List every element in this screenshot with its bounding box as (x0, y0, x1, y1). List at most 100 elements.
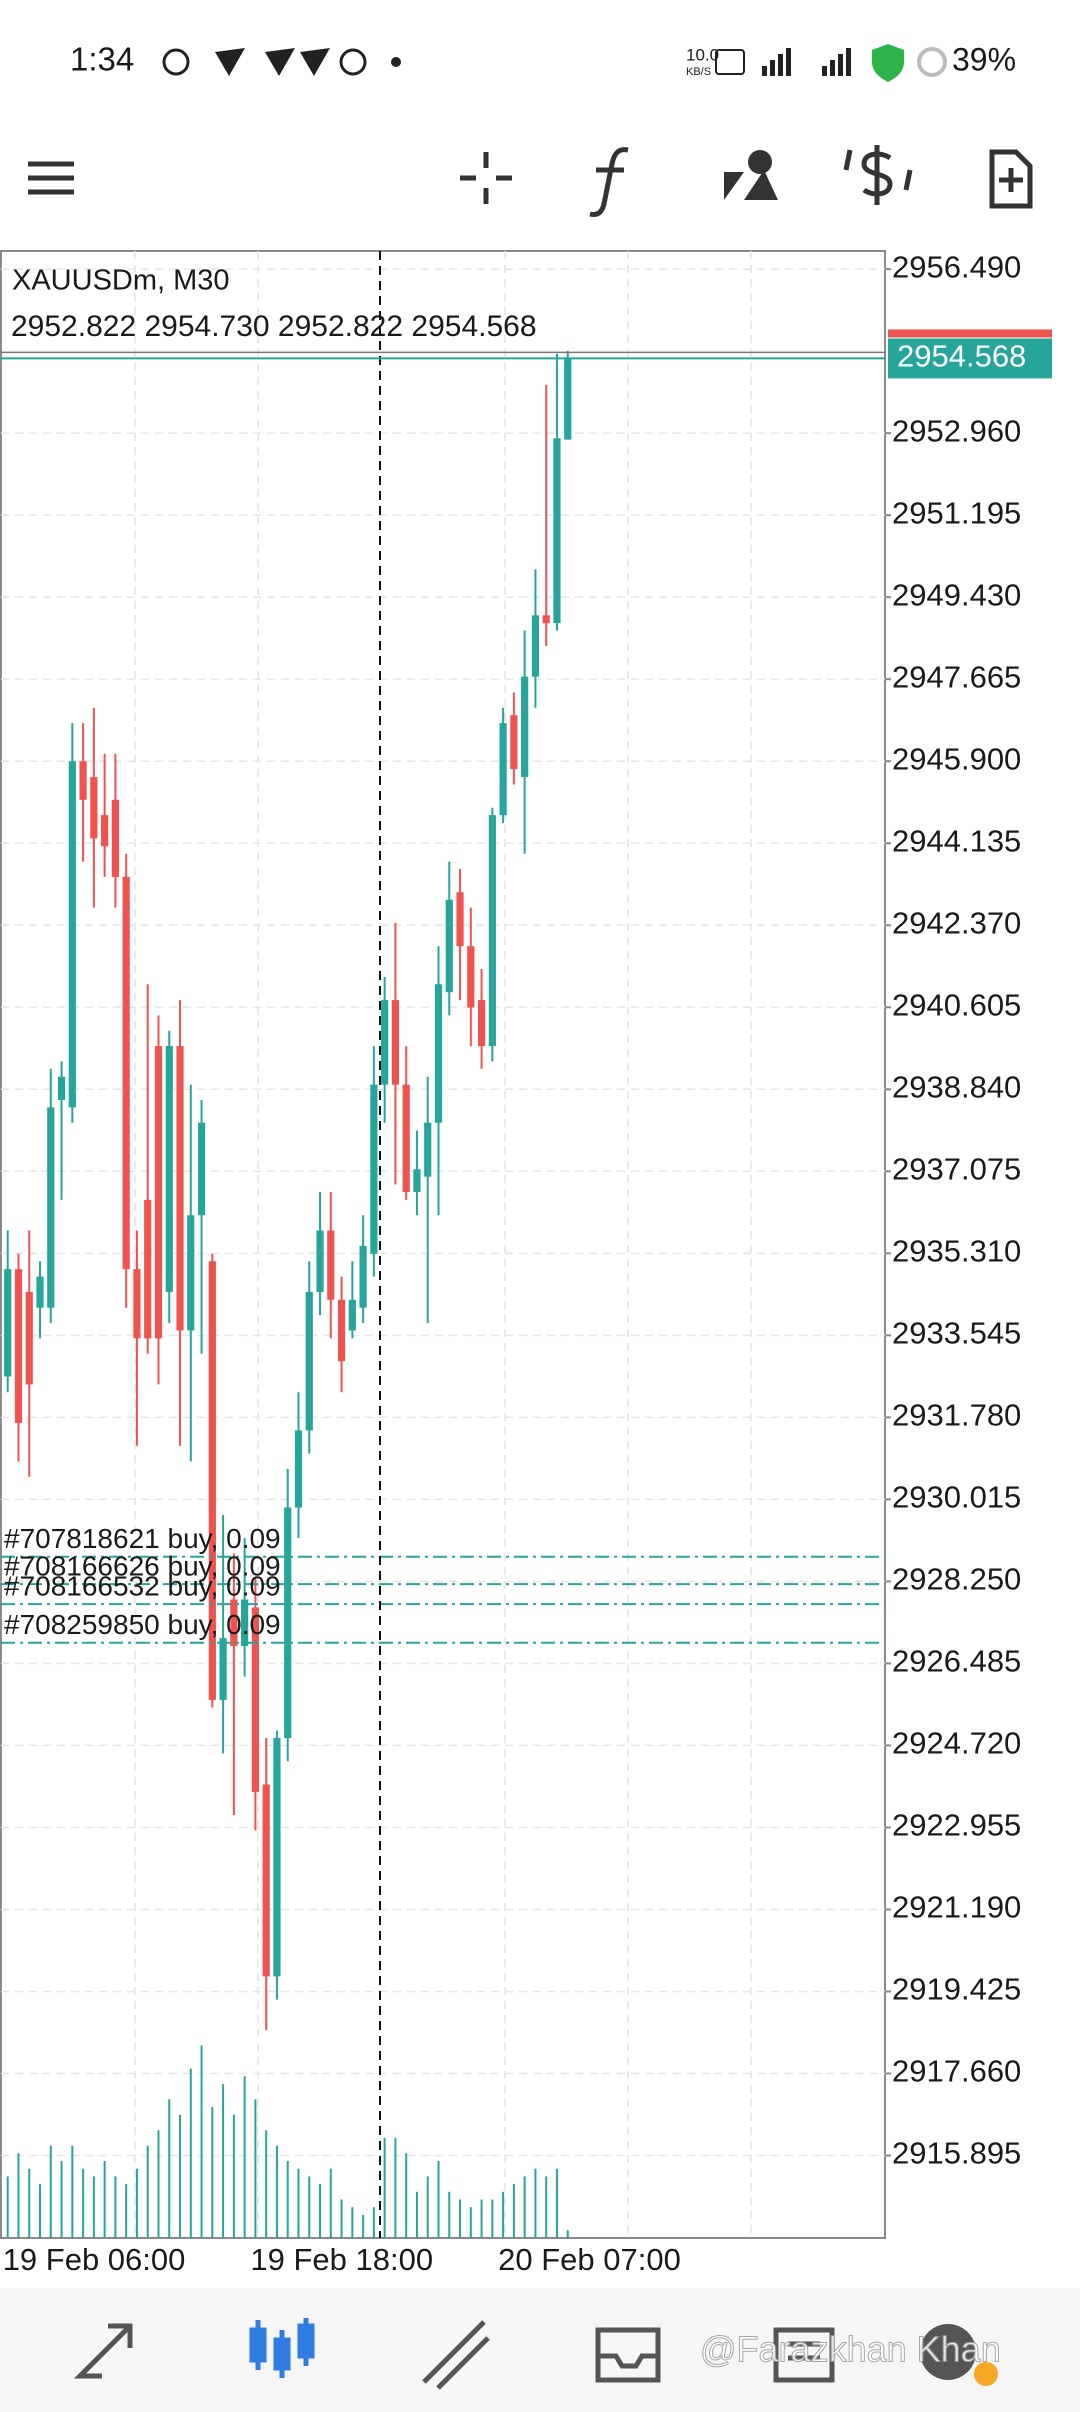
y-tick-label: 2956.490 (892, 249, 1021, 284)
order-label: #708259850 buy, 0.09 (4, 1609, 281, 1640)
bid-label: 2954.568 (897, 339, 1026, 374)
candle-body (510, 715, 518, 770)
candle-body (337, 1299, 346, 1362)
candle-body (251, 1607, 260, 1792)
y-tick-label: 2935.310 (892, 1234, 1021, 1269)
trade-button[interactable] (843, 145, 913, 205)
candle-body (305, 1291, 313, 1431)
quotes-tab[interactable] (73, 2323, 133, 2379)
clock: 1:34 (70, 41, 134, 78)
y-tick-label: 2937.075 (892, 1151, 1021, 1186)
candle-body (434, 984, 443, 1123)
candle-body (25, 1291, 33, 1385)
signal-icons (715, 44, 947, 82)
candle-body (111, 799, 119, 877)
y-tick-label: 2938.840 (892, 1069, 1021, 1104)
candle-body (36, 1276, 44, 1308)
candle-body (4, 1269, 12, 1377)
y-tick-label: 2952.960 (892, 413, 1021, 448)
candle-body (47, 1107, 55, 1308)
y-tick-label: 2928.250 (892, 1562, 1021, 1597)
candle-body (197, 1122, 206, 1216)
indicators-button[interactable] (589, 147, 629, 217)
net-unit: KB/S (686, 66, 711, 78)
chart-layer (1, 268, 885, 2238)
candle-body (564, 358, 572, 440)
y-tick-label: 2951.195 (892, 495, 1021, 530)
y-tick-label: 2947.665 (892, 659, 1021, 694)
ohlc-header: 2952.822 2954.730 2952.822 2954.568 (11, 310, 537, 343)
candle-body (165, 1046, 173, 1292)
watermark: @Farazkhan Khan (700, 2329, 1001, 2370)
candle-body (531, 615, 540, 677)
candle-body (294, 1430, 303, 1508)
y-tick-label: 2915.895 (892, 2136, 1021, 2171)
candle-body (413, 1169, 421, 1192)
y-tick-label: 2944.135 (892, 823, 1021, 858)
candle-body (327, 1230, 335, 1300)
x-tick-label: 19 Feb 18:00 (250, 2242, 433, 2277)
candle-body (553, 438, 561, 624)
objects-button[interactable] (724, 150, 778, 200)
x-tick-label: 20 Feb 07:00 (498, 2242, 681, 2277)
candle-body (499, 723, 507, 816)
candle-body (542, 615, 550, 624)
bottom-nav (0, 2288, 1080, 2412)
candle-body (284, 1507, 292, 1738)
toolbar (28, 145, 1033, 217)
candle-body (101, 815, 109, 847)
y-tick-label: 2924.720 (892, 1726, 1021, 1761)
candle-body (348, 1299, 356, 1331)
y-tick-label: 2921.190 (892, 1890, 1021, 1925)
candle-body (391, 1000, 400, 1085)
chart-tab[interactable] (249, 2318, 315, 2378)
messages-tab[interactable] (920, 2324, 976, 2380)
y-tick-label: 2933.545 (892, 1316, 1021, 1351)
candle-body (241, 1599, 249, 1646)
crosshair-button[interactable] (460, 152, 512, 204)
candle-body (316, 1230, 324, 1292)
candle-body (262, 1784, 270, 1977)
y-tick-label: 2945.900 (892, 741, 1021, 776)
trade-tab[interactable] (422, 2320, 490, 2390)
history-tab[interactable] (595, 2327, 661, 2383)
new-order-button[interactable] (989, 149, 1033, 209)
y-tick-label: 2942.370 (892, 905, 1021, 940)
candle-body (402, 1084, 410, 1192)
order-label: #708166626 buy, 0.09 (4, 1551, 281, 1582)
x-tick-label: 19 Feb 06:00 (3, 2242, 186, 2277)
candle-body (122, 876, 130, 1270)
candle-body (187, 1215, 195, 1331)
symbol-label: XAUUSDm, M30 (12, 265, 230, 297)
order-label: #708166532 buy, 0.09 (4, 1571, 281, 1602)
news-tab[interactable] (773, 2327, 835, 2383)
candle-body (488, 815, 496, 1047)
candle-body (68, 761, 76, 1108)
order-label: #707818621 buy, 0.09 (4, 1523, 281, 1554)
candle-body (230, 1599, 238, 1646)
candle-body (424, 1122, 432, 1177)
candle-body (467, 946, 475, 1008)
badge (974, 2362, 998, 2386)
plot-frame (0, 250, 886, 2239)
candle-body (57, 1076, 66, 1100)
candle-body (133, 1269, 141, 1339)
candle-body (14, 1269, 23, 1423)
y-tick-label: 2930.015 (892, 1480, 1021, 1515)
notification-icons (162, 48, 401, 76)
y-tick-label: 2926.485 (892, 1644, 1021, 1679)
candle-body (381, 1000, 389, 1085)
candle-body (445, 899, 453, 993)
candle-body (521, 676, 529, 778)
candle-body (90, 777, 98, 839)
net-speed: 10.0 (686, 45, 719, 64)
menu-button[interactable] (28, 161, 74, 195)
candle-body (359, 1245, 367, 1308)
y-tick-label: 2949.430 (892, 577, 1021, 612)
bid-tag (888, 338, 1052, 379)
y-tick-label: 2940.605 (892, 987, 1021, 1022)
candle-body (154, 1046, 163, 1339)
candle-body (176, 1046, 184, 1331)
